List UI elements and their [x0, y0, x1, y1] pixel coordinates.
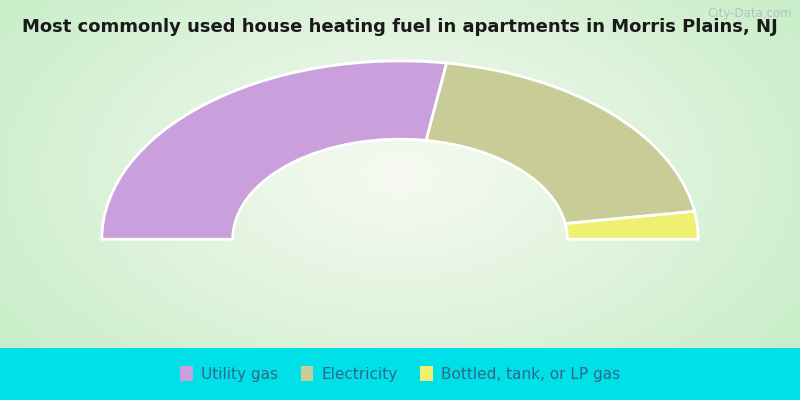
Wedge shape [566, 211, 698, 239]
Text: City-Data.com: City-Data.com [707, 7, 792, 20]
Text: Most commonly used house heating fuel in apartments in Morris Plains, NJ: Most commonly used house heating fuel in… [22, 18, 778, 36]
Legend: Utility gas, Electricity, Bottled, tank, or LP gas: Utility gas, Electricity, Bottled, tank,… [174, 360, 626, 388]
Wedge shape [102, 61, 446, 239]
Wedge shape [426, 63, 694, 224]
